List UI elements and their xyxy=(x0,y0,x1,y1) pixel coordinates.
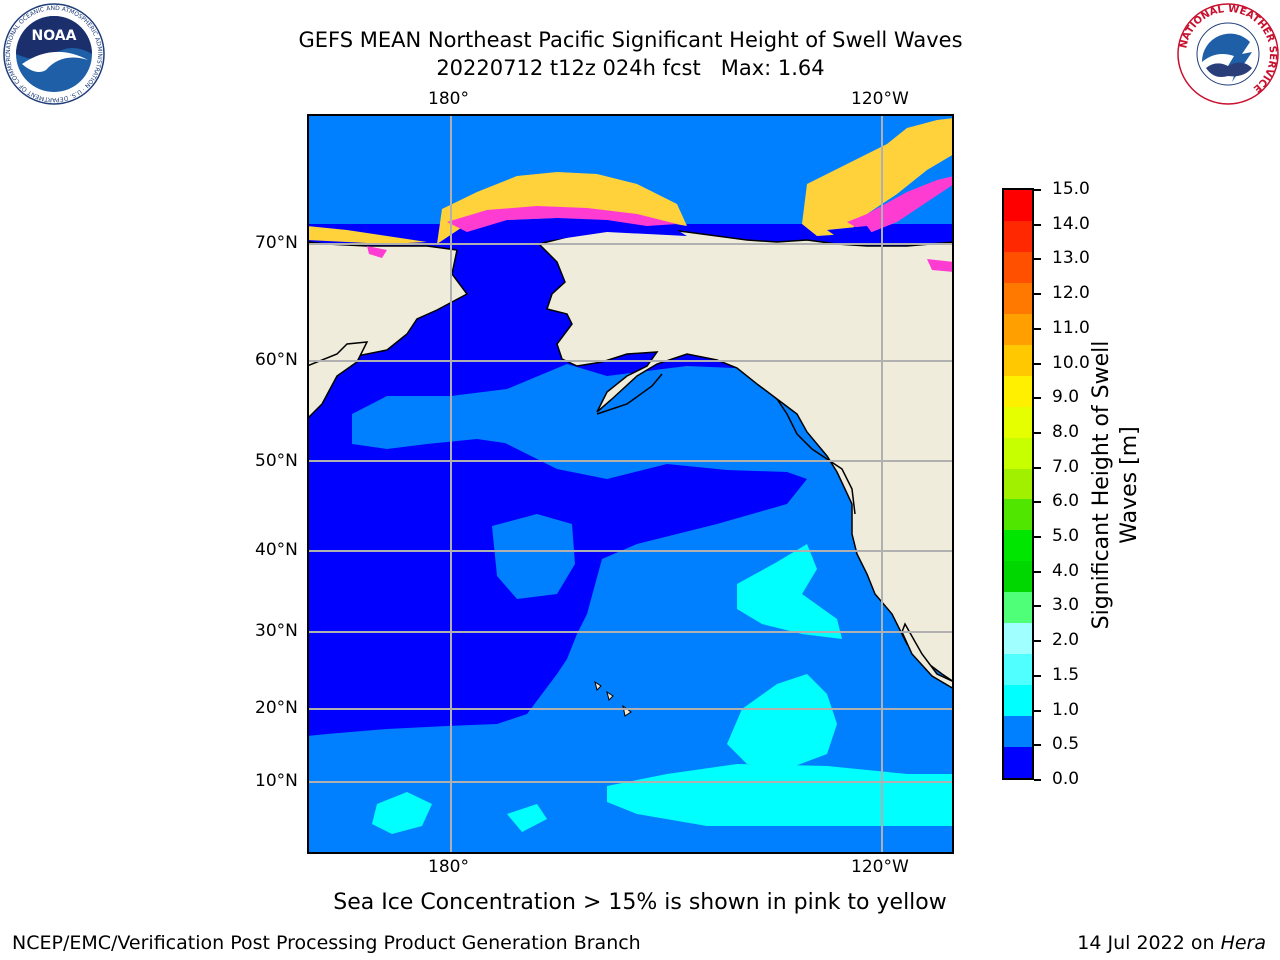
sea-ice-yellow-west xyxy=(307,226,427,244)
colorbar-tick-mark xyxy=(1034,327,1041,330)
lat-label-60n: 60°N xyxy=(255,350,298,370)
colorbar-tick-mark xyxy=(1034,744,1041,747)
lon-label-bottom-180: 180° xyxy=(428,857,469,877)
lat-label-70n: 70°N xyxy=(255,233,298,253)
sea-ice-pink-ne xyxy=(847,176,954,234)
footer-date-text: 14 Jul 2022 on xyxy=(1077,932,1221,954)
land-baja xyxy=(901,622,954,690)
colorbar-segment xyxy=(1004,220,1032,253)
chart-title: GEFS MEAN Northeast Pacific Significant … xyxy=(298,28,963,52)
ocean-mid-patch-north xyxy=(352,396,527,449)
colorbar-segment xyxy=(1004,344,1032,377)
lat-label-20n: 20°N xyxy=(255,698,298,718)
sea-ice-pink-ne-edge xyxy=(927,259,954,272)
lat-label-30n: 30°N xyxy=(255,621,298,641)
sea-ice-pink-west xyxy=(367,246,387,258)
colorbar-tick-label: 2.0 xyxy=(1052,630,1080,651)
nws-logo: NATIONAL WEATHER SERVICE xyxy=(1177,3,1279,105)
colorbar-tick-label: 4.0 xyxy=(1052,560,1080,581)
colorbar-tick-label: 0.5 xyxy=(1052,734,1080,755)
lon-label-bottom-120w: 120°W xyxy=(851,857,909,877)
colorbar-tick-label: 11.0 xyxy=(1052,317,1090,338)
lat-label-10n: 10°N xyxy=(255,771,298,791)
footer-branch: NCEP/EMC/Verification Post Processing Pr… xyxy=(12,932,641,954)
footer-host: Hera xyxy=(1220,932,1266,954)
colorbar-tick-mark xyxy=(1034,779,1041,781)
colorbar-segment xyxy=(1004,623,1032,655)
svg-text:NOAA: NOAA xyxy=(32,28,77,44)
ocean-high-band-s xyxy=(507,804,547,832)
colorbar-segment xyxy=(1004,530,1032,562)
ocean-high-band-sw xyxy=(372,792,432,834)
lat-label-50n: 50°N xyxy=(255,451,298,471)
colorbar-tick-mark xyxy=(1034,189,1041,191)
chart-subtitle: 20220712 t12z 024h fcst Max: 1.64 xyxy=(436,56,825,80)
ocean-mid-patch-central xyxy=(492,514,575,599)
lon-label-top-120w: 120°W xyxy=(851,89,909,109)
colorbar-tick-label: 6.0 xyxy=(1052,491,1080,512)
ocean-high-band-east xyxy=(737,544,842,639)
colorbar-segment xyxy=(1004,468,1032,500)
colorbar-tick-label: 10.0 xyxy=(1052,352,1090,373)
colorbar-tick-mark xyxy=(1034,674,1041,677)
sea-ice-blue-ne xyxy=(827,226,877,244)
colorbar-tick-mark xyxy=(1034,258,1041,261)
colorbar-segment xyxy=(1004,747,1032,779)
colorbar-tick-label: 15.0 xyxy=(1052,179,1090,199)
ocean-high-band-equatorial xyxy=(607,764,954,826)
colorbar-label: Significant Height of Swell Waves [m] xyxy=(1089,340,1142,630)
colorbar-tick-mark xyxy=(1034,293,1041,296)
colorbar-tick-label: 14.0 xyxy=(1052,213,1090,234)
graticule xyxy=(307,114,954,854)
colorbar-segment xyxy=(1004,592,1032,624)
arctic-low-band xyxy=(457,216,687,250)
colorbar-tick-mark xyxy=(1034,397,1041,400)
colorbar-segment xyxy=(1004,654,1032,686)
colorbar-tick-mark xyxy=(1034,223,1041,226)
colorbar-segment xyxy=(1004,716,1032,748)
ocean-high-band-hawaii xyxy=(727,674,837,769)
colorbar xyxy=(1002,188,1034,780)
colorbar-tick-label: 7.0 xyxy=(1052,456,1080,477)
footer-date: 14 Jul 2022 on Hera xyxy=(1077,932,1266,954)
colorbar-tick-label: 13.0 xyxy=(1052,248,1090,269)
sea-ice-yellow-ne xyxy=(802,118,954,236)
colorbar-tick-label: 12.0 xyxy=(1052,283,1090,304)
sea-ice-pink-north xyxy=(447,206,677,232)
colorbar-segment xyxy=(1004,406,1032,439)
colorbar-tick-label: 0.0 xyxy=(1052,769,1080,789)
colorbar-tick-label: 3.0 xyxy=(1052,595,1080,616)
noaa-logo: NATIONAL OCEANIC AND ATMOSPHERIC ADMINIS… xyxy=(2,2,105,105)
colorbar-tick-label: 8.0 xyxy=(1052,421,1080,442)
colorbar-tick-mark xyxy=(1034,536,1041,539)
lon-label-top-180: 180° xyxy=(428,89,469,109)
colorbar-segment xyxy=(1004,190,1032,222)
colorbar-segment xyxy=(1004,499,1032,531)
sea-ice-caption: Sea Ice Concentration > 15% is shown in … xyxy=(333,890,947,915)
colorbar-segment xyxy=(1004,375,1032,408)
colorbar-tick-mark xyxy=(1034,466,1041,469)
colorbar-tick-mark xyxy=(1034,640,1041,643)
colorbar-tick-mark xyxy=(1034,362,1041,365)
coast-bc xyxy=(776,398,856,515)
map-border xyxy=(307,114,954,854)
swell-height-map xyxy=(307,114,954,854)
colorbar-segment xyxy=(1004,313,1032,346)
colorbar-segment xyxy=(1004,685,1032,717)
colorbar-tick-label: 1.5 xyxy=(1052,664,1080,685)
lat-label-40n: 40°N xyxy=(255,540,298,560)
colorbar-tick-mark xyxy=(1034,501,1041,504)
colorbar-segment xyxy=(1004,437,1032,470)
colorbar-segment xyxy=(1004,251,1032,284)
colorbar-segment xyxy=(1004,561,1032,593)
colorbar-tick-mark xyxy=(1034,709,1041,712)
colorbar-tick-mark xyxy=(1034,605,1041,608)
colorbar-tick-label: 1.0 xyxy=(1052,699,1080,720)
colorbar-tick-mark xyxy=(1034,570,1041,573)
colorbar-tick-mark xyxy=(1034,431,1041,434)
colorbar-tick-label: 5.0 xyxy=(1052,526,1080,547)
colorbar-segment xyxy=(1004,282,1032,315)
colorbar-tick-label: 9.0 xyxy=(1052,387,1080,408)
land-aleutians xyxy=(596,373,663,415)
